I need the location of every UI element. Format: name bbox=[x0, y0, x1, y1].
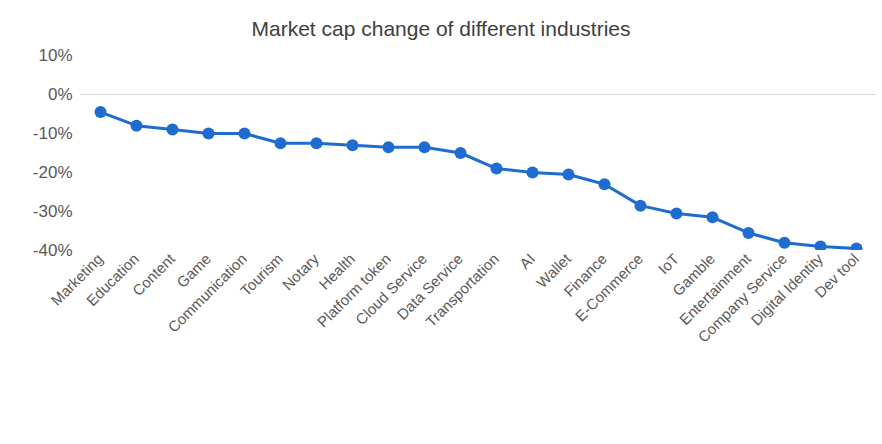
svg-text:Platform token: Platform token bbox=[313, 250, 394, 331]
svg-text:Tourism: Tourism bbox=[237, 250, 286, 299]
svg-text:Education: Education bbox=[83, 250, 142, 309]
svg-text:Gamble: Gamble bbox=[668, 250, 718, 300]
svg-text:Game: Game bbox=[173, 250, 214, 291]
html-text:Market cap change of different: Market cap change of different industrie… bbox=[251, 17, 631, 40]
svg-text:AI: AI bbox=[516, 250, 538, 272]
svg-text:E-Commerce: E-Commerce bbox=[572, 250, 647, 325]
svg-text:Transportation: Transportation bbox=[422, 250, 502, 330]
svg-text:Digital Identity: Digital Identity bbox=[747, 250, 826, 329]
svg-text:Marketing: Marketing bbox=[47, 250, 106, 309]
svg-text:Cloud Service: Cloud Service bbox=[352, 250, 430, 329]
svg-text:Content: Content bbox=[129, 249, 179, 299]
svg-text:Wallet: Wallet bbox=[532, 250, 574, 292]
svg-text:Dev tool: Dev tool bbox=[811, 250, 862, 301]
svg-text:Communication: Communication bbox=[164, 250, 250, 336]
svg-text:-30%: -30% bbox=[33, 202, 73, 221]
svg-text:0%: 0% bbox=[48, 85, 73, 104]
svg-text:Health: Health bbox=[315, 250, 358, 293]
svg-text:Finance: Finance bbox=[560, 250, 610, 300]
svg-text:10%: 10% bbox=[38, 46, 72, 65]
svg-text:-20%: -20% bbox=[33, 163, 73, 182]
svg-text:Company Service: Company Service bbox=[694, 250, 790, 346]
svg-text:-10%: -10% bbox=[33, 124, 73, 143]
svg-text:Notary: Notary bbox=[279, 250, 323, 294]
svg-text:-40%: -40% bbox=[33, 241, 73, 260]
svg-text:IoT: IoT bbox=[655, 250, 682, 277]
svg-text:Data Service: Data Service bbox=[393, 250, 466, 323]
svg-text:Entertainment: Entertainment bbox=[676, 250, 754, 329]
